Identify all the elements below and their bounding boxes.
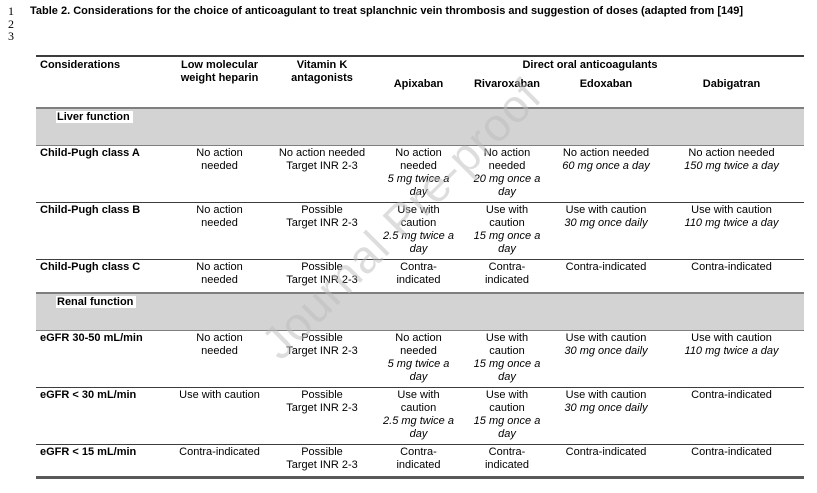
col-header-considerations: Considerations <box>40 59 121 71</box>
table-row-child-pugh-c: Child-Pugh class C No action needed Poss… <box>36 259 804 293</box>
col-group-doac: Direct oral anticoagulants <box>522 59 658 71</box>
header-row-doacs: Apixaban Rivaroxaban Edoxaban Dabigatran <box>36 72 804 108</box>
manuscript-line-numbers: 1 2 3 <box>8 5 14 43</box>
cell-dabigatran: Contra-indicated <box>691 261 772 273</box>
cell-edoxaban: Contra-indicated <box>565 445 647 458</box>
cell-apixaban: No action needed 5 mg twice a day <box>387 331 450 383</box>
header-row-groups: Considerations Low molecular weight hepa… <box>36 56 804 84</box>
cell-rivaroxaban: Use with caution 15 mg once a day <box>473 331 541 383</box>
cell-dabigatran: Contra-indicated <box>691 445 772 458</box>
line-number: 1 <box>8 4 14 18</box>
cell-vka: Possible Target INR 2-3 <box>286 388 358 414</box>
cell-lmwh: Use with caution <box>179 388 260 401</box>
table-row-child-pugh-b: Child-Pugh class B No action needed Poss… <box>36 202 804 260</box>
cell-rivaroxaban: No action needed 20 mg once a day <box>473 147 541 198</box>
cell-lmwh: No action needed <box>196 261 243 286</box>
col-header-lmwh: Low molecular weight heparin <box>180 59 259 84</box>
cell-apixaban: Use with caution 2.5 mg twice a day <box>383 388 454 440</box>
col-header-rivaroxaban: Rivaroxaban <box>473 78 541 90</box>
col-header-vka: Vitamin K antagonists <box>291 59 353 84</box>
cell-vka: Possible Target INR 2-3 <box>286 261 358 286</box>
cell-vka: Possible Target INR 2-3 <box>286 204 358 229</box>
cell-rivaroxaban: Use with caution 15 mg once a day <box>473 204 541 255</box>
section-label: Liver function <box>56 111 133 123</box>
cell-lmwh: Contra-indicated <box>179 445 260 458</box>
row-label: Child-Pugh class B <box>40 204 141 216</box>
section-header-renal-function: Renal function <box>36 292 804 330</box>
cell-lmwh: No action needed <box>196 331 243 357</box>
section-header-liver-function: Liver function <box>36 108 804 146</box>
table-row-child-pugh-a: Child-Pugh class A No action needed No a… <box>36 145 804 203</box>
row-label: Child-Pugh class A <box>40 147 140 159</box>
cell-dabigatran: Contra-indicated <box>691 388 772 401</box>
cell-apixaban: No action needed 5 mg twice a day <box>387 147 450 198</box>
cell-vka: Possible Target INR 2-3 <box>286 445 358 471</box>
col-header-dabigatran: Dabigatran <box>702 78 761 90</box>
cell-rivaroxaban: Contra-indicated <box>484 445 530 471</box>
cell-vka: Possible Target INR 2-3 <box>286 331 358 357</box>
row-label: Child-Pugh class C <box>40 261 141 273</box>
cell-edoxaban: Use with caution 30 mg once daily <box>564 388 648 414</box>
cell-lmwh: No action needed <box>196 204 243 229</box>
cell-edoxaban: Use with caution 30 mg once daily <box>564 331 648 357</box>
cell-apixaban: Use with caution 2.5 mg twice a day <box>383 204 454 255</box>
line-number: 3 <box>8 29 14 43</box>
cell-apixaban: Contra-indicated <box>396 445 441 471</box>
cell-dabigatran: Use with caution 110 mg twice a day <box>684 331 779 357</box>
table-header: Considerations Low molecular weight hepa… <box>36 56 804 108</box>
table-row-egfr-lt-30: eGFR < 30 mL/min Use with caution Possib… <box>36 387 804 444</box>
anticoagulant-considerations-table: Considerations Low molecular weight hepa… <box>36 55 804 479</box>
cell-apixaban: Contra-indicated <box>396 261 441 286</box>
cell-vka: No action needed Target INR 2-3 <box>278 147 366 172</box>
line-number: 2 <box>8 16 14 31</box>
cell-edoxaban: No action needed 60 mg once a day <box>562 147 650 172</box>
cell-lmwh: No action needed <box>196 147 243 172</box>
col-header-apixaban: Apixaban <box>393 78 444 90</box>
table-row-egfr-lt-15: eGFR < 15 mL/min Contra-indicated Possib… <box>36 444 804 477</box>
cell-rivaroxaban: Use with caution 15 mg once a day <box>473 388 541 440</box>
cell-dabigatran: Use with caution 110 mg twice a day <box>684 204 779 229</box>
col-header-edoxaban: Edoxaban <box>579 78 633 90</box>
row-label: eGFR < 15 mL/min <box>40 445 137 458</box>
row-label: eGFR < 30 mL/min <box>40 388 137 401</box>
cell-rivaroxaban: Contra-indicated <box>484 261 530 286</box>
cell-dabigatran: No action needed 150 mg twice a day <box>684 147 779 172</box>
table-caption: Table 2. Considerations for the choice o… <box>30 5 744 17</box>
cell-edoxaban: Contra-indicated <box>565 261 647 273</box>
table-row-egfr-30-50: eGFR 30-50 mL/min No action needed Possi… <box>36 330 804 387</box>
cell-edoxaban: Use with caution 30 mg once daily <box>564 204 648 229</box>
row-label: eGFR 30-50 mL/min <box>40 331 143 344</box>
section-label: Renal function <box>56 295 137 308</box>
